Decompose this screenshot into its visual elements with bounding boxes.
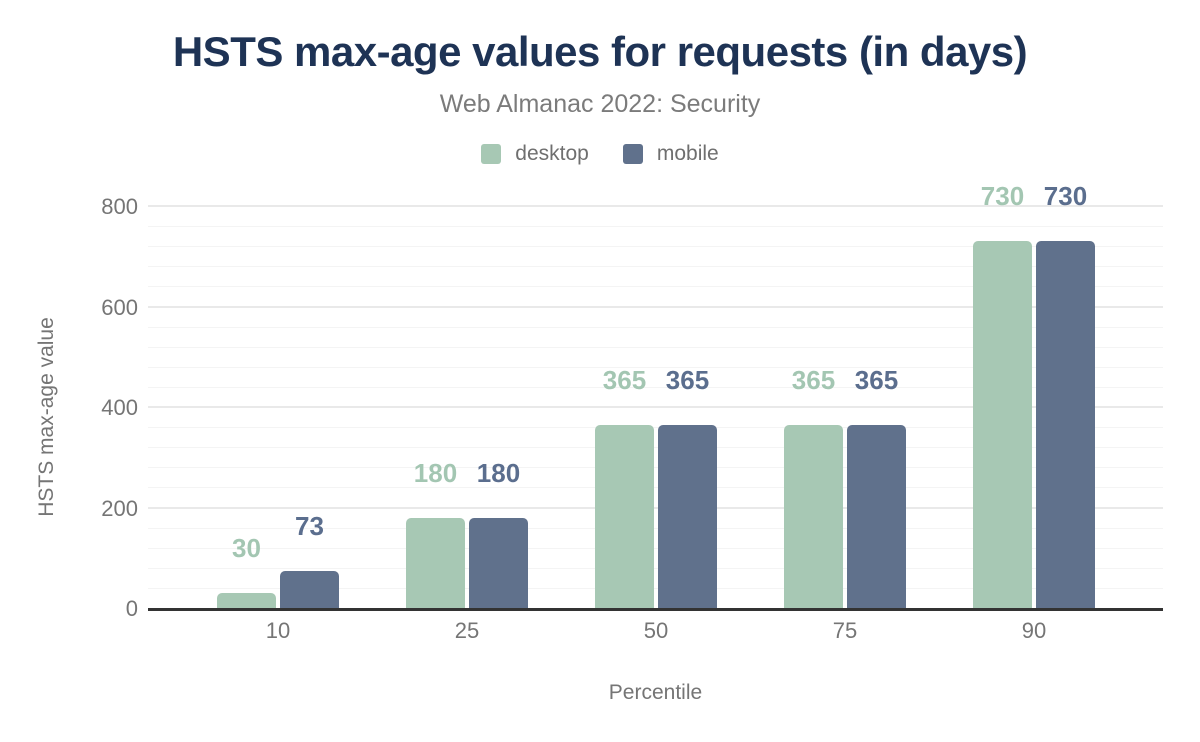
legend-label-mobile: mobile — [656, 142, 719, 165]
desktop-bar — [406, 517, 465, 608]
plot-area: 30 73 180 180 365 365 365 365 730 730 — [148, 183, 1163, 611]
y-tick-label: 200 — [101, 495, 138, 521]
legend-label-desktop: desktop — [515, 142, 589, 165]
bar-column: 73 — [280, 513, 339, 608]
legend: desktop mobile — [0, 142, 1200, 166]
x-tick-label: 75 — [832, 618, 858, 643]
x-axis-title: Percentile — [608, 681, 703, 704]
minor-gridline — [148, 346, 1163, 348]
desktop-swatch-icon — [481, 144, 502, 164]
minor-gridline — [148, 326, 1163, 328]
minor-gridline — [148, 266, 1163, 268]
bar-group-p75: 365 365 — [784, 367, 906, 608]
bar-column: 365 — [784, 367, 843, 608]
minor-gridline — [148, 427, 1163, 429]
desktop-bar — [784, 424, 843, 608]
minor-gridline — [148, 246, 1163, 248]
minor-gridline — [148, 386, 1163, 388]
major-gridline — [148, 406, 1163, 408]
mobile-swatch-icon — [622, 144, 643, 164]
x-tick-label: 90 — [1021, 618, 1047, 643]
y-axis-title: HSTS max-age value — [35, 317, 58, 517]
mobile-bar — [658, 424, 717, 608]
bar-column: 180 — [406, 460, 465, 608]
bar-group-p50: 365 365 — [595, 367, 717, 608]
mobile-value-label: 365 — [665, 364, 710, 395]
minor-gridline — [148, 226, 1163, 228]
x-tick-label: 10 — [265, 618, 291, 643]
minor-gridline — [148, 286, 1163, 288]
y-tick-label: 600 — [101, 294, 138, 320]
mobile-bar — [469, 517, 528, 608]
desktop-value-label: 730 — [980, 181, 1025, 212]
bar-column: 30 — [217, 535, 276, 608]
bar-group-p25: 180 180 — [406, 460, 528, 608]
desktop-value-label: 365 — [791, 364, 836, 395]
x-tick-label: 25 — [454, 618, 480, 643]
mobile-value-label: 730 — [1043, 181, 1088, 212]
bar-group-p10: 30 73 — [217, 513, 339, 608]
desktop-value-label: 30 — [232, 532, 261, 563]
chart-subtitle: Web Almanac 2022: Security — [439, 90, 761, 118]
y-tick-label: 400 — [101, 395, 138, 420]
minor-gridline — [148, 487, 1163, 489]
mobile-value-label: 180 — [476, 457, 521, 488]
bar-column: 365 — [595, 367, 654, 608]
chart-title: HSTS max-age values for requests (in day… — [172, 28, 1028, 75]
mobile-bar — [280, 571, 339, 608]
desktop-bar — [217, 592, 276, 608]
legend-item-mobile: mobile — [622, 142, 719, 166]
desktop-value-label: 180 — [413, 457, 458, 488]
minor-gridline — [148, 527, 1163, 529]
mobile-bar — [847, 424, 906, 608]
desktop-bar — [973, 241, 1032, 608]
bar-column: 365 — [658, 367, 717, 608]
bar-column: 180 — [469, 460, 528, 608]
minor-gridline — [148, 567, 1163, 569]
major-gridline — [148, 205, 1163, 207]
mobile-value-label: 73 — [295, 511, 324, 542]
mobile-bar — [1036, 241, 1095, 608]
mobile-value-label: 365 — [854, 364, 899, 395]
bar-group-p90: 730 730 — [973, 183, 1095, 608]
y-tick-label: 0 — [125, 596, 138, 621]
desktop-bar — [595, 424, 654, 608]
legend-item-desktop: desktop — [481, 142, 589, 166]
minor-gridline — [148, 366, 1163, 368]
x-tick-label: 50 — [643, 618, 669, 643]
bar-column: 730 — [1036, 183, 1095, 608]
bar-column: 730 — [973, 183, 1032, 608]
minor-gridline — [148, 447, 1163, 449]
minor-gridline — [148, 547, 1163, 549]
minor-gridline — [148, 587, 1163, 589]
minor-gridline — [148, 467, 1163, 469]
desktop-value-label: 365 — [602, 364, 647, 395]
y-tick-label: 800 — [101, 194, 138, 219]
major-gridline — [148, 506, 1163, 509]
major-gridline — [148, 305, 1163, 308]
bar-column: 365 — [847, 367, 906, 608]
